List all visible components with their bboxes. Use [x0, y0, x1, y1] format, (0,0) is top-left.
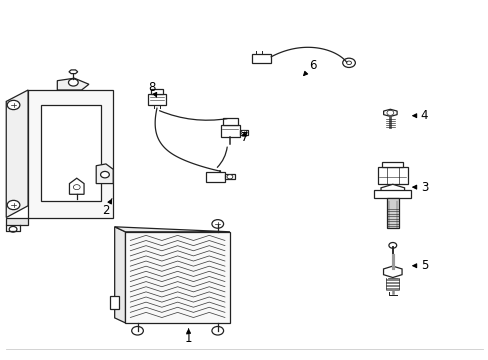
Text: 5: 5: [412, 259, 427, 272]
Polygon shape: [69, 70, 78, 73]
Polygon shape: [6, 217, 28, 225]
Circle shape: [241, 130, 246, 135]
Text: 4: 4: [412, 109, 427, 122]
Bar: [151, 89, 163, 94]
Polygon shape: [57, 78, 89, 90]
Bar: [239, 130, 248, 135]
Bar: [223, 118, 237, 125]
Polygon shape: [380, 184, 404, 199]
Polygon shape: [115, 227, 125, 323]
Text: 3: 3: [412, 181, 427, 194]
Polygon shape: [125, 232, 229, 323]
Circle shape: [7, 100, 20, 110]
Circle shape: [101, 171, 109, 178]
Text: 1: 1: [184, 329, 192, 346]
Bar: [205, 172, 224, 182]
Circle shape: [342, 58, 355, 67]
Text: 6: 6: [303, 59, 316, 76]
Bar: [381, 162, 403, 167]
Polygon shape: [6, 90, 28, 217]
Circle shape: [226, 175, 232, 179]
Polygon shape: [41, 105, 101, 202]
Polygon shape: [383, 266, 401, 278]
Polygon shape: [69, 178, 84, 194]
Bar: [224, 174, 234, 179]
Polygon shape: [28, 90, 113, 217]
Text: 2: 2: [102, 199, 112, 217]
Circle shape: [7, 201, 20, 210]
Bar: [377, 167, 407, 184]
Bar: [221, 125, 239, 137]
Circle shape: [9, 226, 17, 232]
Circle shape: [211, 327, 223, 335]
Polygon shape: [115, 227, 229, 232]
Bar: [148, 94, 165, 105]
Polygon shape: [383, 109, 396, 116]
Bar: [251, 54, 271, 63]
Circle shape: [211, 220, 223, 228]
Circle shape: [68, 79, 78, 86]
Text: 7: 7: [240, 131, 248, 144]
Bar: [373, 190, 410, 198]
Circle shape: [388, 243, 396, 248]
Bar: [386, 198, 398, 228]
Bar: [110, 296, 118, 309]
Circle shape: [346, 61, 351, 64]
Text: 8: 8: [148, 81, 156, 97]
Polygon shape: [96, 164, 113, 184]
Circle shape: [131, 327, 143, 335]
